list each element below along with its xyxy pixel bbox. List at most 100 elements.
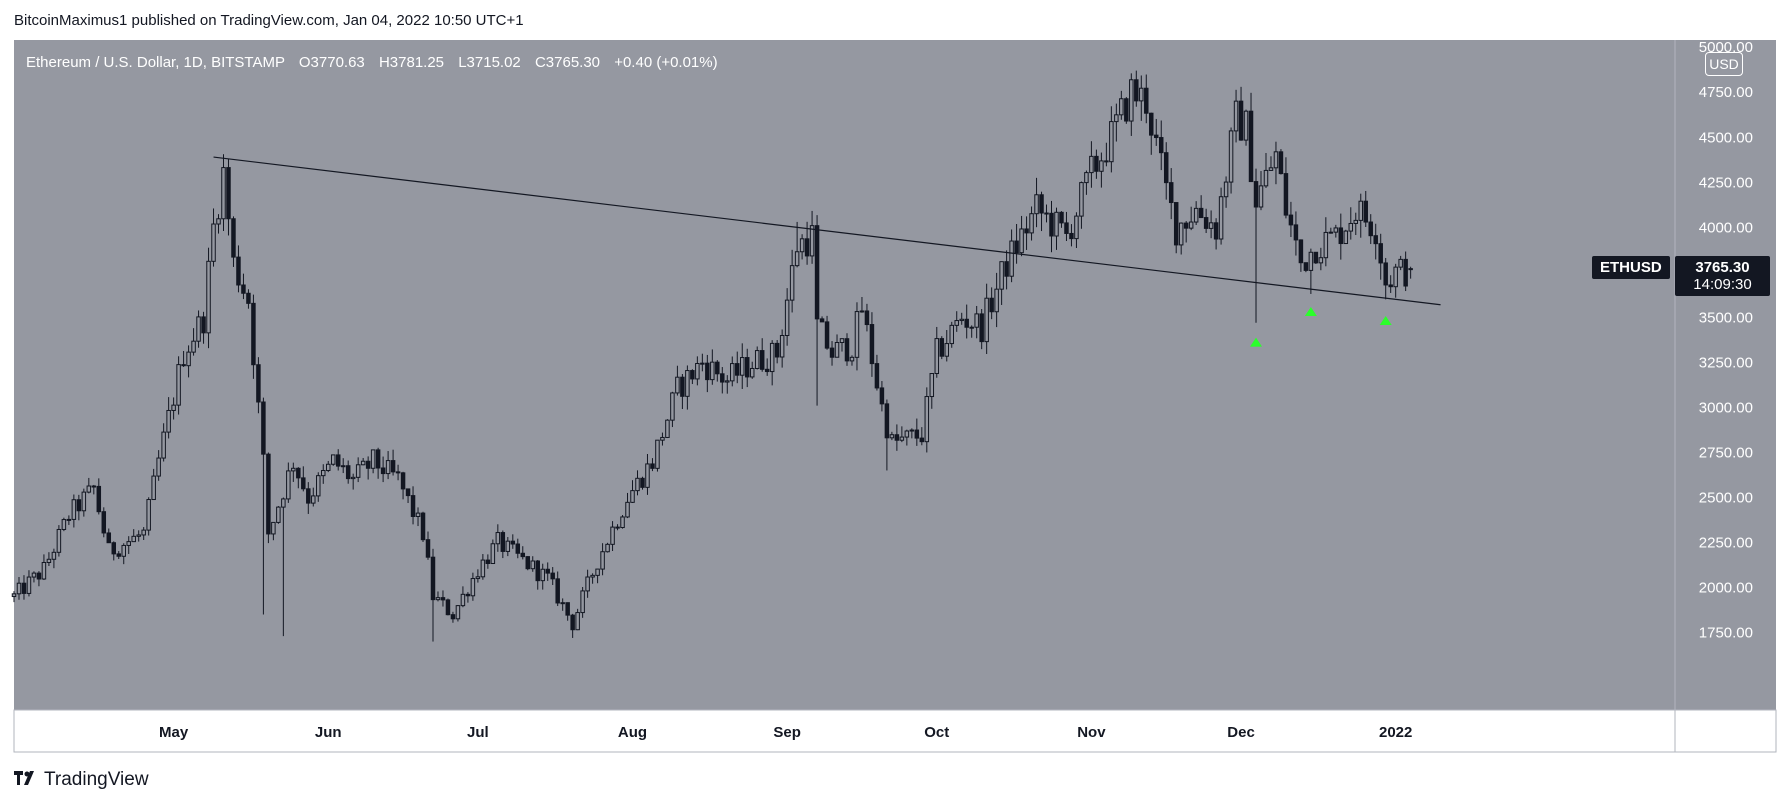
candle [1034, 177, 1039, 228]
candle [1129, 73, 1134, 136]
candle-body [415, 512, 421, 517]
candle-body [1268, 167, 1274, 171]
candle [485, 554, 491, 569]
candle-body [1408, 268, 1413, 271]
symbol-description[interactable]: Ethereum / U.S. Dollar, 1D, BITSTAMP [26, 54, 285, 71]
candle [296, 467, 301, 489]
candle [1084, 170, 1089, 195]
candle [470, 572, 476, 601]
trendline[interactable] [213, 156, 1441, 306]
candle-body [1353, 219, 1359, 224]
candle-body [236, 256, 241, 286]
candle [1158, 120, 1164, 171]
candle [181, 351, 186, 367]
candle [1089, 141, 1094, 188]
candle [1119, 90, 1124, 120]
candle [824, 315, 830, 350]
candle [1193, 201, 1199, 226]
candle [1273, 141, 1279, 185]
candle [630, 480, 635, 503]
candle-body [705, 362, 710, 381]
candle-body [1119, 98, 1124, 116]
candle-body [999, 261, 1004, 290]
candle-body [605, 543, 610, 553]
plot-area[interactable] [14, 40, 1675, 710]
candle [889, 431, 895, 441]
candle [316, 472, 321, 502]
time-axis[interactable] [13, 709, 1777, 753]
price-axis[interactable] [1675, 40, 1776, 710]
candle [345, 460, 351, 484]
candle [665, 419, 670, 439]
candle [435, 591, 441, 602]
candle [211, 208, 216, 267]
candle [520, 546, 526, 560]
candle [1049, 200, 1054, 253]
candle-body [525, 556, 531, 570]
candle-body [1323, 231, 1329, 259]
candle [375, 447, 381, 479]
candle [705, 354, 710, 393]
candle [769, 340, 775, 386]
brand-name[interactable]: TradingView [44, 768, 149, 790]
candle [1253, 168, 1259, 323]
candle-body [1378, 243, 1383, 264]
candle-body [964, 318, 969, 328]
candle [91, 484, 97, 495]
candle-body [26, 576, 32, 594]
candle [725, 375, 730, 394]
candle [1024, 216, 1029, 250]
candle-body [101, 511, 107, 534]
candle-body [1183, 222, 1189, 229]
candle [505, 537, 511, 557]
candle-body [560, 602, 565, 605]
candle [141, 527, 146, 540]
candle-body [874, 363, 880, 389]
candle [1079, 181, 1084, 229]
candle [949, 321, 954, 348]
candle [869, 312, 875, 377]
candle-body [670, 392, 675, 421]
candle [81, 488, 87, 517]
candle-body [281, 498, 286, 508]
candle-body [505, 540, 511, 552]
candle [261, 397, 266, 615]
candle [759, 338, 765, 372]
candle [51, 548, 57, 569]
candle [984, 283, 989, 354]
candle-body [350, 476, 356, 480]
candle [41, 554, 47, 581]
candle-body [241, 284, 246, 294]
candle [1288, 201, 1294, 238]
candles-layer [11, 70, 1413, 642]
candle-body [131, 535, 136, 543]
candle-body [111, 542, 117, 555]
candle [1139, 75, 1144, 121]
candle [1198, 195, 1204, 219]
candle [590, 573, 595, 584]
candle [465, 592, 471, 603]
candle [455, 605, 461, 622]
price-tick-label: 4750.00 [1699, 84, 1753, 101]
candle [1258, 171, 1264, 211]
support-markers [1250, 306, 1392, 347]
candle-body [71, 499, 77, 520]
candle-body [146, 499, 151, 531]
candle-body [56, 528, 62, 553]
candle [415, 507, 421, 527]
candle-body [730, 363, 735, 382]
candle-body [1258, 185, 1264, 208]
candle [226, 158, 231, 236]
candle-body [819, 318, 825, 323]
candle-body [211, 223, 216, 262]
candle-body [271, 521, 276, 535]
candle [1009, 229, 1014, 283]
currency-badge[interactable]: USD [1705, 52, 1743, 76]
candle-body [899, 436, 905, 441]
candle-body [1014, 240, 1019, 254]
candle [570, 613, 575, 638]
candle [251, 294, 256, 379]
footer: TradingView [14, 768, 149, 791]
candle [979, 309, 984, 350]
